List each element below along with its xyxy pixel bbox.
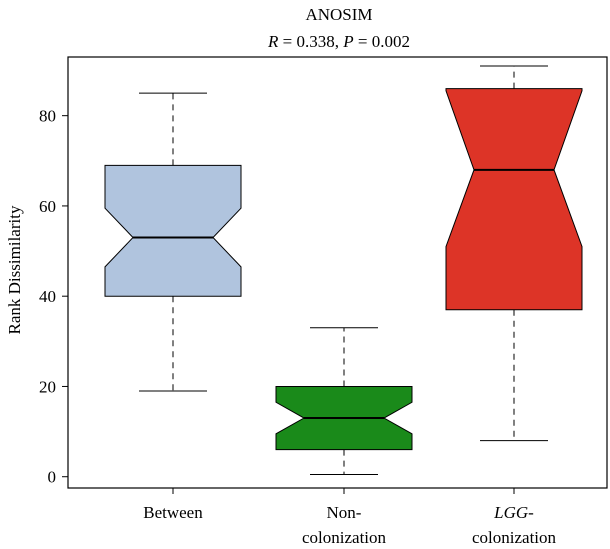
chart-subtitle: R = 0.338, P = 0.002: [267, 32, 410, 51]
chart-title: ANOSIM: [305, 5, 372, 24]
x-category-label: colonization: [302, 528, 387, 547]
plot-frame: [67, 56, 608, 489]
notched-box: [104, 164, 242, 297]
box-1: [104, 92, 242, 392]
x-category-label: colonization: [472, 528, 557, 547]
x-category-label: Non-: [327, 503, 362, 522]
subtitle-p-variable: P: [342, 32, 353, 51]
notched-box: [445, 88, 583, 311]
x-category-label-part: Between: [143, 503, 203, 522]
x-category-label-part: -: [528, 503, 534, 522]
boxes-group: [104, 65, 583, 475]
y-axis-label: Rank Dissimilarity: [5, 205, 24, 334]
y-tick-label: 0: [48, 468, 57, 487]
x-category-label-part: colonization: [302, 528, 387, 547]
x-category-label: Between: [143, 503, 203, 522]
y-tick-label: 80: [39, 107, 56, 126]
y-axis: 0 20 40 60 80: [39, 107, 68, 487]
subtitle-r-value: = 0.338,: [278, 32, 343, 51]
subtitle-r-variable: R: [267, 32, 279, 51]
x-category-label-part: Non-: [327, 503, 362, 522]
subtitle-p-value: = 0.002: [354, 32, 410, 51]
x-category-label: LGG-: [493, 503, 534, 522]
x-category-label-part: LGG: [493, 503, 528, 522]
y-tick-label: 40: [39, 287, 56, 306]
y-tick-label: 20: [39, 377, 56, 396]
y-tick-label: 60: [39, 197, 56, 216]
box-2: [275, 327, 413, 475]
x-category-label-part: colonization: [472, 528, 557, 547]
box-3: [445, 65, 583, 442]
